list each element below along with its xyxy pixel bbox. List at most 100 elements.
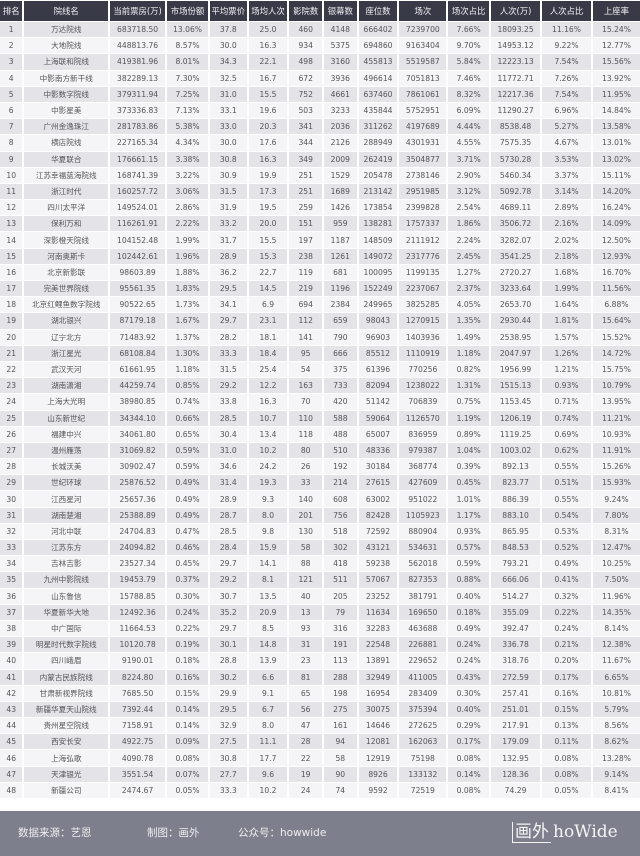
table-cell: 87179.18 [110, 313, 166, 329]
table-cell: 15.11% [592, 167, 640, 183]
column-header: 院线名 [24, 1, 109, 21]
table-cell: 349 [289, 151, 322, 167]
table-cell: 275 [324, 701, 357, 718]
table-cell: 979387 [399, 442, 447, 459]
column-header: 排名 [0, 1, 23, 21]
table-cell: 7.46% [448, 70, 490, 86]
table-row: 20 辽宁北方 71483.92 1.37% 28.2 18.1 141 790 96903 14… [0, 329, 640, 345]
brand-logo: 画外 hoWide [512, 821, 618, 843]
table-cell: 0.93% [542, 378, 591, 394]
table-cell: 75198 [399, 750, 447, 766]
table-cell: 33 [0, 540, 23, 556]
table-cell: 251 [289, 183, 322, 200]
table-body: 1 万达院线 683718.50 13.06% 37.8 25.0 460 4148 66640… [0, 22, 640, 798]
table-cell: 102442.61 [110, 248, 166, 264]
table-cell: 8.5 [248, 620, 288, 637]
table-cell: 272625 [399, 718, 447, 734]
table-cell: 0.24% [448, 637, 490, 653]
table-cell: 1.30% [167, 345, 208, 361]
table-cell: 37 [0, 604, 23, 620]
table-row: 15 河南奥斯卡 102442.61 1.96% 28.9 15.3 238 1261 1490… [0, 248, 640, 264]
table-cell: 130 [289, 523, 322, 539]
table-cell: 12217.36 [491, 86, 541, 102]
table-cell: 15.3 [248, 248, 288, 264]
table-cell: 12081 [358, 734, 398, 750]
table-cell: 1426 [324, 200, 357, 216]
table-cell: 江苏幸福蓝海院线 [24, 167, 109, 183]
table-cell: 28.5 [209, 410, 247, 426]
table-cell: 0.07% [167, 766, 208, 782]
table-cell: 341 [289, 119, 322, 135]
table-cell: 0.59% [448, 556, 490, 572]
table-cell: 19.3 [248, 475, 288, 491]
table-cell: 98043 [358, 313, 398, 329]
table-cell: 848.53 [491, 540, 541, 556]
table-cell: 48 [0, 782, 23, 798]
table-cell: 25 [0, 410, 23, 426]
table-cell: 10.2 [248, 442, 288, 459]
table-cell: 浙江星光 [24, 345, 109, 361]
table-cell: 19.5 [248, 200, 288, 216]
table-cell: 11.16% [542, 22, 591, 38]
table-row: 47 天津银光 3551.54 0.07% 27.7 9.6 19 90 8926 133132 0… [0, 766, 640, 782]
table-cell: 57067 [358, 572, 398, 588]
table-cell: 1.96% [167, 248, 208, 264]
table-cell: 34.1 [209, 297, 247, 313]
table-cell: 7 [0, 119, 23, 135]
table-cell: 7239700 [399, 22, 447, 38]
table-cell: 0.08% [167, 750, 208, 766]
table-cell: 3.71% [448, 151, 490, 167]
table-cell: 横店院线 [24, 135, 109, 151]
table-cell: 13.06% [167, 22, 208, 38]
table-cell: 2384 [324, 297, 357, 313]
table-row: 12 四川太平洋 149524.01 2.86% 31.9 19.5 259 1426 1738… [0, 200, 640, 216]
table-cell: 588 [324, 410, 357, 426]
table-cell: 0.05% [167, 782, 208, 798]
table-cell: 951022 [399, 491, 447, 507]
table-cell: 0.85% [167, 378, 208, 394]
table-cell: 天津银光 [24, 766, 109, 782]
table-cell: 4661 [324, 86, 357, 102]
table-cell: 34.3 [209, 54, 247, 70]
column-header: 上座率 [592, 1, 640, 21]
table-cell: 32.9 [209, 718, 247, 734]
table-cell: 1.37% [167, 329, 208, 345]
table-cell: 168741.39 [110, 167, 166, 183]
table-cell: 288949 [358, 135, 398, 151]
table-cell: 0.49% [167, 475, 208, 491]
table-cell: 34.6 [209, 459, 247, 475]
table-cell: 0.49% [167, 491, 208, 507]
column-header: 人次占比 [542, 1, 591, 21]
table-cell: 5.38% [167, 119, 208, 135]
table-cell: 辽宁北方 [24, 329, 109, 345]
table-cell: 9190.01 [110, 653, 166, 669]
table-cell: 1515.13 [491, 378, 541, 394]
table-cell: 3.22% [167, 167, 208, 183]
table-cell: 14.5 [248, 281, 288, 297]
table-cell: 7.25% [167, 86, 208, 102]
table-cell: 0.14% [448, 766, 490, 782]
table-cell: 113 [324, 653, 357, 669]
table-cell: 27.5 [209, 734, 247, 750]
table-cell: 11772.71 [491, 70, 541, 86]
table-cell: 34 [0, 556, 23, 572]
table-cell: 25876.52 [110, 475, 166, 491]
table-row: 4 中影南方新干线 382289.13 7.30% 32.5 16.7 672 3936 496… [0, 70, 640, 86]
table-cell: 288 [324, 669, 357, 685]
table-cell: 18.1 [248, 329, 288, 345]
table-row: 36 山东鲁信 15788.85 0.30% 30.7 13.5 40 205 23252 381… [0, 588, 640, 604]
table-cell: 13.95% [592, 394, 640, 410]
table-cell: 7.66% [448, 22, 490, 38]
table-cell: 长城沃美 [24, 459, 109, 475]
table-cell: 2126 [324, 135, 357, 151]
table-cell: 3541.25 [491, 248, 541, 264]
table-cell: 8224.80 [110, 669, 166, 685]
table-cell: 29.5 [209, 281, 247, 297]
table-cell: 68108.84 [110, 345, 166, 361]
table-cell: 119 [289, 264, 322, 280]
table-cell: 17.6 [248, 135, 288, 151]
table-cell: 8.57% [167, 38, 208, 54]
table-row: 33 江苏东方 24094.82 0.46% 28.4 15.9 58 302 43121 534… [0, 540, 640, 556]
table-cell: 72592 [358, 523, 398, 539]
table-row: 22 武汉天河 61661.95 1.18% 31.5 25.4 54 375 61396 770… [0, 361, 640, 378]
